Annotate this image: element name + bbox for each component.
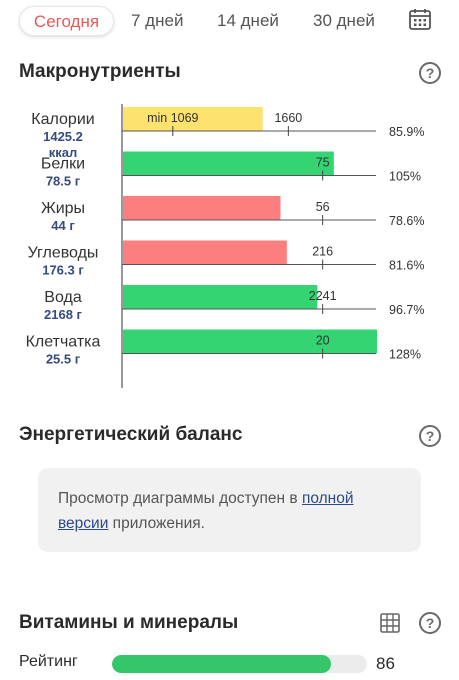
percent-4: 96.7%: [389, 303, 424, 317]
vitamins-section-title: Витамины и минералы: [19, 612, 239, 633]
row-value-1-0: 78.5 г: [46, 174, 81, 189]
percent-3: 81.6%: [389, 259, 424, 273]
row-label-4: Вода: [44, 289, 82, 306]
percent-0: 85.9%: [389, 125, 424, 139]
notice-text-after: приложения.: [108, 515, 205, 532]
rating-bar-fill: [112, 655, 332, 673]
tab-30-days[interactable]: 30 дней: [313, 11, 375, 30]
tab-today[interactable]: Сегодня: [19, 6, 114, 36]
bar-5: [123, 329, 377, 354]
notice-text-before: Просмотр диаграммы доступен в: [58, 490, 302, 507]
row-label-3: Углеводы: [28, 245, 99, 262]
tab-14-days[interactable]: 14 дней: [217, 11, 279, 30]
target-label-5: 20: [316, 334, 330, 348]
bar-3: [123, 240, 287, 265]
percent-2: 78.6%: [389, 214, 424, 228]
target-label-1: 75: [316, 156, 330, 170]
percent-5: 128%: [389, 348, 421, 362]
bar-2: [123, 196, 281, 220]
target-label-4: 2241: [309, 289, 337, 303]
percent-1: 105%: [389, 170, 421, 184]
row-value-5-0: 25.5 г: [46, 352, 81, 367]
full-version-notice: Просмотр диаграммы доступен в полной вер…: [38, 468, 421, 552]
row-value-3-0: 176.3 г: [42, 263, 84, 278]
full-version-link[interactable]: полной версии: [58, 490, 354, 532]
row-label-1: Белки: [41, 156, 85, 173]
macro-help-icon[interactable]: ?: [419, 62, 441, 84]
row-label-0: Калории: [31, 111, 94, 128]
row-value-2-0: 44 г: [51, 218, 75, 233]
min-label-0: min 1069: [147, 111, 198, 125]
table-icon[interactable]: [380, 613, 400, 633]
target-label-3: 216: [312, 245, 333, 259]
rating-value: 86: [376, 654, 395, 673]
macro-section-title: Макронутриенты: [19, 61, 181, 82]
target-label-2: 56: [316, 200, 330, 214]
vitamins-help-icon[interactable]: ?: [419, 612, 441, 634]
target-label-0: 1660: [274, 111, 302, 125]
period-tabs: Сегодня 7 дней 14 дней 30 дней: [0, 0, 459, 40]
row-value-4-0: 2168 г: [44, 307, 83, 322]
bar-4: [123, 285, 318, 309]
rating-label: Рейтинг: [19, 653, 78, 670]
row-label-2: Жиры: [41, 200, 85, 217]
tab-7-days[interactable]: 7 дней: [131, 11, 184, 30]
energy-section-title: Энергетический баланс: [19, 424, 243, 445]
row-value-0-1: ккал: [49, 145, 78, 160]
calendar-icon[interactable]: [408, 7, 432, 31]
row-value-0-0: 1425.2: [43, 129, 83, 144]
bar-1: [123, 151, 334, 176]
energy-help-icon[interactable]: ?: [419, 425, 441, 447]
rating-bar: [112, 655, 367, 673]
bar-0: [123, 107, 263, 131]
row-label-5: Клетчатка: [26, 334, 101, 351]
